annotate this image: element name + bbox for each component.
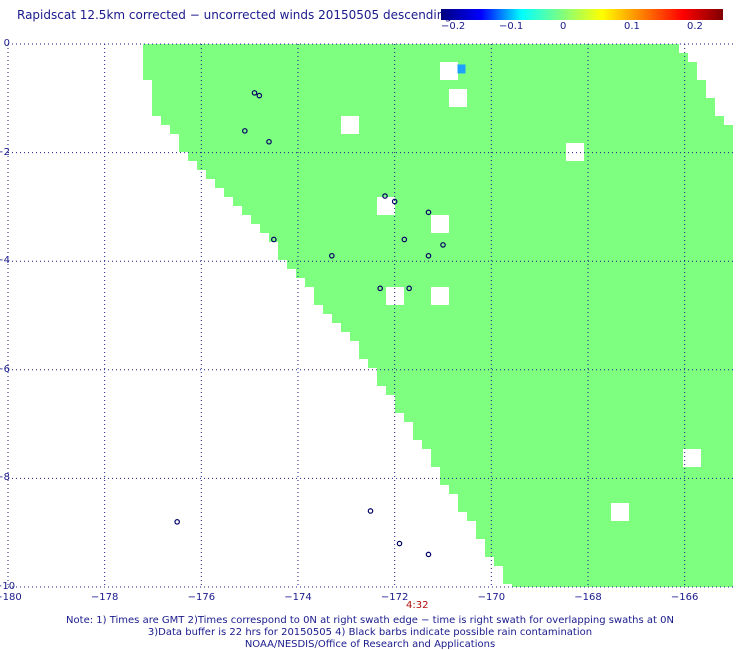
island-outline: [401, 236, 408, 243]
lat-tick-label: −10: [0, 581, 16, 592]
data-gap: [566, 143, 584, 161]
lat-tick-label: −4: [0, 255, 10, 267]
data-gap: [377, 197, 395, 215]
island-outline: [396, 540, 403, 547]
island-outline: [425, 252, 432, 259]
lon-tick-label: −170: [477, 592, 506, 603]
island-outline: [256, 92, 263, 99]
island-outline: [382, 193, 388, 199]
data-gap: [683, 449, 701, 467]
note-line-3: NOAA/NESDIS/Office of Research and Appli…: [244, 639, 496, 650]
island-outline: [425, 551, 432, 558]
data-gap: [449, 89, 467, 107]
island-outline: [367, 508, 374, 514]
island-outline: [440, 242, 446, 248]
lon-tick-label: −168: [574, 592, 602, 603]
colorbar-tick: 0.1: [624, 21, 640, 32]
island-outline: [251, 90, 258, 96]
note-line-1: Note: 1) Times are GMT 2)Times correspon…: [66, 615, 674, 626]
note-line-2: 3)Data buffer is 22 hrs for 20150505 4) …: [147, 627, 593, 638]
island-outline: [271, 236, 277, 243]
data-gap: [431, 287, 449, 305]
data-gap: [611, 503, 629, 521]
swath-time-label: 4:32: [406, 600, 429, 611]
lon-tick-label: −176: [187, 592, 216, 603]
data-gap: [448, 64, 458, 74]
lon-tick-label: −178: [90, 592, 119, 603]
island-outline: [377, 285, 383, 292]
value-cell: [457, 64, 466, 74]
island-outline: [406, 285, 412, 292]
lat-tick-label: 0: [3, 38, 10, 49]
lon-tick-label: −180: [0, 592, 22, 603]
swath-bottom-fill: [520, 578, 733, 587]
lat-tick-label: −2: [0, 146, 10, 158]
island-outline: [174, 519, 180, 525]
colorbar-tick: −0.2: [441, 21, 466, 32]
colorbar-tick: −0.1: [499, 21, 524, 32]
island-outline: [391, 198, 398, 205]
colorbar: [441, 9, 723, 20]
lon-tick-label: −172: [380, 592, 409, 603]
colorbar-tick: 0.2: [687, 21, 703, 32]
island-outline: [329, 252, 335, 259]
island-outline: [425, 209, 432, 216]
data-gap: [431, 215, 449, 233]
island-outline: [266, 138, 272, 145]
colorbar-tick: 0: [560, 21, 567, 32]
data-gap: [341, 116, 359, 134]
lat-tick-label: −6: [0, 363, 10, 375]
chart-title: Rapidscat 12.5km corrected − uncorrected…: [17, 8, 452, 22]
island-outline: [242, 128, 248, 134]
lon-tick-label: −166: [670, 592, 699, 603]
lat-tick-label: −8: [0, 472, 10, 484]
lon-tick-label: −174: [284, 592, 312, 603]
swath-area: [143, 44, 733, 587]
swath-edge-cutout: [724, 44, 733, 125]
